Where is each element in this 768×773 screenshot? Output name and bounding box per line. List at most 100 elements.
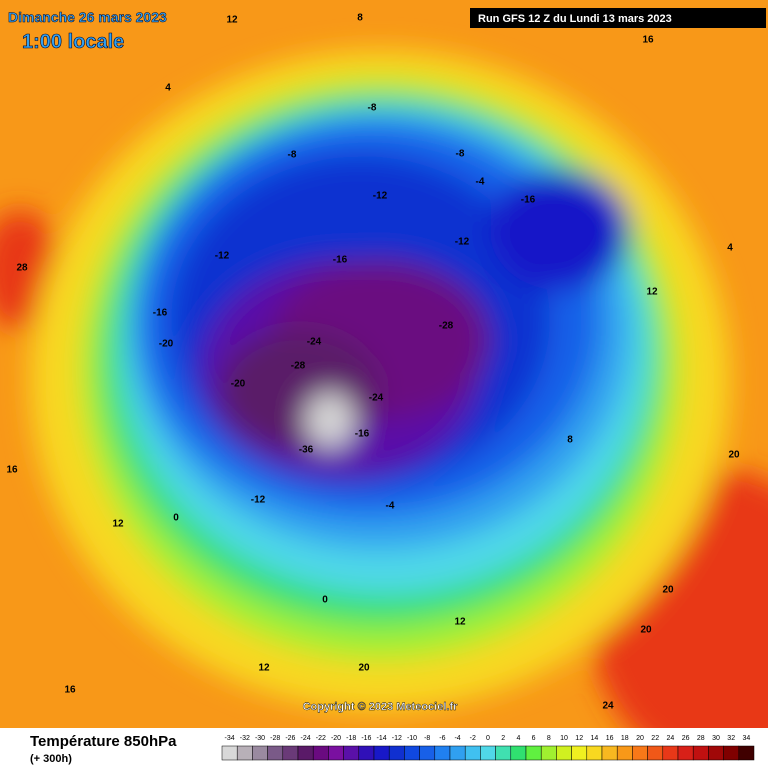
- contour-label: 20: [662, 585, 674, 596]
- contour-label: 20: [728, 450, 740, 461]
- temperature-field: [0, 50, 768, 770]
- run-box: [470, 8, 766, 28]
- scale-cell: [601, 745, 618, 761]
- scale-label: -12: [392, 735, 402, 742]
- contour-label: 28: [16, 263, 28, 274]
- contour-label: 12: [646, 287, 658, 298]
- scale-cell: [404, 745, 420, 761]
- scale-label: -32: [240, 735, 250, 742]
- scale-label: -14: [377, 735, 387, 742]
- copyright: Copyright © 2023 Meteociel.fr: [303, 701, 459, 713]
- scale-cell: [723, 745, 740, 761]
- scale-cell: [328, 745, 344, 761]
- contour-label: -20: [159, 339, 174, 350]
- scale-label: -4: [454, 735, 460, 742]
- scale-label: -8: [424, 735, 430, 742]
- scale-cell: [510, 745, 527, 761]
- local-time: 1:00 locale: [22, 31, 124, 53]
- scale-cell: [708, 745, 724, 761]
- scale-cell: [677, 745, 694, 761]
- contour-label: 12: [226, 15, 238, 26]
- contour-label: 20: [640, 625, 652, 636]
- contour-label: -28: [291, 361, 306, 372]
- scale-cell: [525, 745, 542, 761]
- contour-label: 20: [358, 663, 370, 674]
- contour-label: 8: [357, 13, 363, 24]
- contour-label: -8: [456, 149, 465, 160]
- scale-label: -18: [346, 735, 356, 742]
- scale-cell: [236, 745, 253, 761]
- contour-label: -12: [215, 251, 230, 262]
- scale-cell: [267, 745, 284, 761]
- scale-label: -2: [470, 735, 476, 742]
- scale-label: 34: [743, 735, 751, 742]
- scale-cell: [312, 745, 329, 761]
- contour-label: 8: [567, 435, 573, 446]
- contour-label: 4: [165, 83, 171, 94]
- run-info: Run GFS 12 Z du Lundi 13 mars 2023: [478, 13, 672, 25]
- scale-label: -28: [270, 735, 280, 742]
- scale-label: 26: [682, 735, 690, 742]
- scale-cell: [464, 745, 481, 761]
- scale-label: -34: [225, 735, 235, 742]
- contour-label: -16: [333, 255, 348, 266]
- scale-cell: [632, 745, 648, 761]
- contour-label: -12: [251, 495, 266, 506]
- scale-label: -22: [316, 735, 326, 742]
- scale-cell: [738, 745, 755, 761]
- scale-cell: [449, 745, 466, 761]
- scale-label: 16: [606, 735, 614, 742]
- contour-label: 4: [727, 243, 733, 254]
- contour-label: 12: [112, 519, 124, 530]
- scale-label: -30: [255, 735, 265, 742]
- scale-label: -16: [361, 735, 371, 742]
- scale-label: -26: [285, 735, 295, 742]
- contour-label: -28: [439, 321, 454, 332]
- scale-cell: [343, 745, 360, 761]
- scale-cell: [586, 745, 603, 761]
- contour-label: 0: [173, 513, 179, 524]
- contour-label: 16: [6, 465, 18, 476]
- scale-label: 18: [621, 735, 629, 742]
- scale-label: -20: [331, 735, 341, 742]
- contour-label: -16: [153, 308, 168, 319]
- scale-label: -10: [407, 735, 417, 742]
- scale-label: 22: [651, 735, 659, 742]
- scale-cell: [616, 745, 633, 761]
- scale-cell: [540, 745, 557, 761]
- contour-label: 16: [64, 685, 76, 696]
- scale-cell: [419, 745, 436, 761]
- legend-title: Température 850hPa: [30, 733, 177, 750]
- scale-label: 28: [697, 735, 705, 742]
- scale-label: 24: [667, 735, 675, 742]
- date: Dimanche 26 mars 2023: [8, 9, 167, 25]
- contour-label: -24: [307, 337, 322, 348]
- contour-label: -8: [288, 150, 297, 161]
- scale-label: 0: [486, 735, 490, 742]
- scale-cell: [556, 745, 572, 761]
- scale-cell: [373, 745, 390, 761]
- scale-cell: [692, 745, 709, 761]
- contour-label: 24: [602, 701, 614, 712]
- scale-cell: [252, 745, 268, 761]
- contour-label: -36: [299, 445, 314, 456]
- scale-cell: [358, 745, 375, 761]
- scale-cell: [495, 745, 512, 761]
- contour-label: 16: [642, 35, 654, 46]
- scale-cell: [282, 745, 299, 761]
- scale-cell: [434, 745, 451, 761]
- scale-cell: [647, 745, 664, 761]
- scale-label: -6: [439, 735, 445, 742]
- contour-label: -24: [369, 393, 384, 404]
- scale-cell: [480, 745, 496, 761]
- scale-cell: [297, 745, 314, 761]
- scale-label: 20: [636, 735, 644, 742]
- scale-label: 8: [547, 735, 551, 742]
- scale-label: 6: [532, 735, 536, 742]
- contour-label: 12: [454, 617, 466, 628]
- scale-label: -24: [301, 735, 311, 742]
- contour-label: -20: [231, 379, 246, 390]
- contour-label: -16: [521, 195, 536, 206]
